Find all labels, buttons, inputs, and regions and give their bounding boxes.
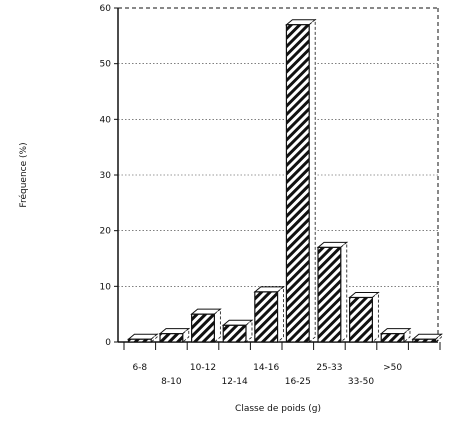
x-category-label: 12-14: [222, 377, 248, 387]
bar: [411, 333, 443, 343]
y-tick-label: 20: [100, 227, 112, 237]
y-tick-label: 60: [100, 4, 112, 14]
bar: [348, 291, 380, 343]
y-tick-label: 30: [100, 171, 112, 181]
y-tick-label: 10: [100, 282, 112, 292]
y-axis-label: Fréquence (%): [18, 142, 29, 207]
y-axis-ticks: 0 10 20 30 40 50 60: [100, 4, 118, 348]
x-category-label: 8-10: [161, 377, 182, 387]
x-category-label: 14-16: [253, 363, 279, 373]
x-category-label: 6-8: [132, 363, 147, 373]
bar: [221, 319, 254, 343]
x-axis-ticks: 6-8 8-10 10-12 12-14 14-16 16-25 25-33 33-50 >50: [123, 342, 441, 387]
bars-group: [127, 18, 443, 343]
bar: [316, 241, 349, 343]
bar: [253, 286, 285, 343]
x-category-label: >50: [383, 363, 402, 373]
x-axis-label: Classe de poids (g): [235, 404, 321, 414]
bar: [379, 327, 412, 343]
x-category-label: 16-25: [285, 377, 311, 387]
y-tick-label: 50: [100, 60, 112, 70]
x-category-label: 25-33: [316, 363, 342, 373]
x-category-label: 10-12: [190, 363, 216, 373]
y-tick-label: 40: [100, 115, 112, 125]
bar: [190, 308, 222, 343]
bar: [285, 18, 317, 343]
y-tick-label: 0: [105, 338, 111, 348]
gridlines: [118, 63, 438, 287]
x-category-label: 33-50: [348, 377, 374, 387]
bar: [127, 333, 159, 343]
bar: [158, 327, 191, 343]
